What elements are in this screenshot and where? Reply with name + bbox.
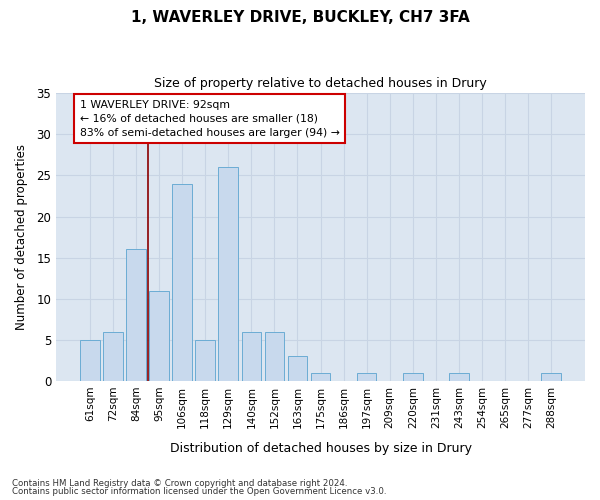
Bar [196,340,215,381]
Text: Contains public sector information licensed under the Open Government Licence v3: Contains public sector information licen… [12,487,386,496]
X-axis label: Distribution of detached houses by size in Drury: Distribution of detached houses by size … [170,442,472,455]
Bar [449,373,469,381]
Text: 1, WAVERLEY DRIVE, BUCKLEY, CH7 3FA: 1, WAVERLEY DRIVE, BUCKLEY, CH7 3FA [131,10,469,25]
Y-axis label: Number of detached properties: Number of detached properties [15,144,28,330]
Bar [126,250,146,381]
Bar [403,373,422,381]
Title: Size of property relative to detached houses in Drury: Size of property relative to detached ho… [154,78,487,90]
Bar [541,373,561,381]
Text: 1 WAVERLEY DRIVE: 92sqm
← 16% of detached houses are smaller (18)
83% of semi-de: 1 WAVERLEY DRIVE: 92sqm ← 16% of detache… [80,100,340,138]
Bar [265,332,284,381]
Bar [287,356,307,381]
Bar [311,373,331,381]
Bar [172,184,192,381]
Bar [242,332,261,381]
Text: Contains HM Land Registry data © Crown copyright and database right 2024.: Contains HM Land Registry data © Crown c… [12,478,347,488]
Bar [149,290,169,381]
Bar [103,332,123,381]
Bar [357,373,376,381]
Bar [218,167,238,381]
Bar [80,340,100,381]
